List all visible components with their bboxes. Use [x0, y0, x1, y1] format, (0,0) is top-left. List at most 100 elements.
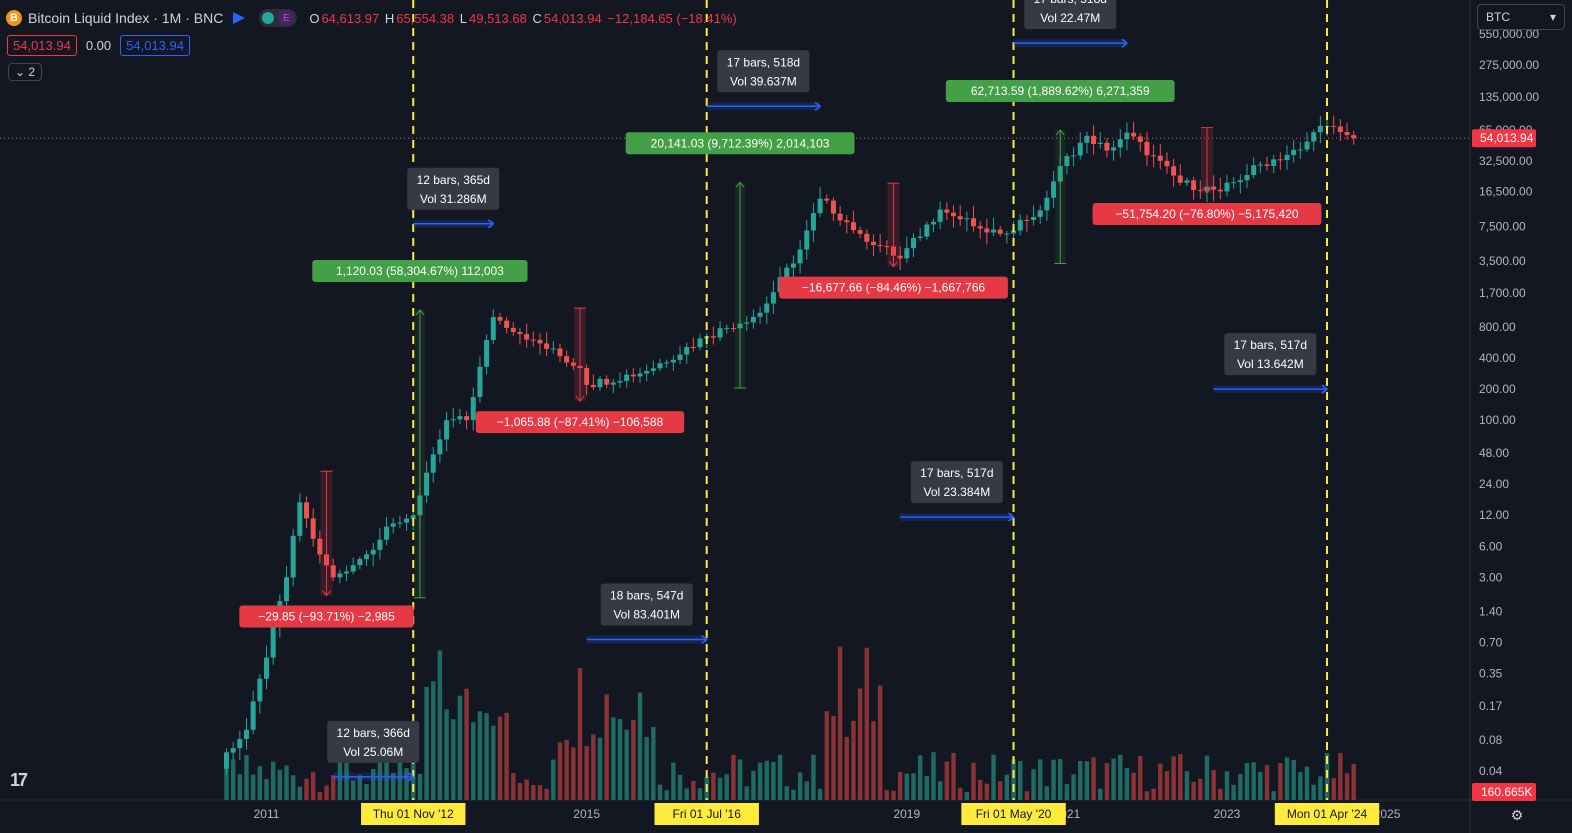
volume-bar — [737, 759, 743, 800]
volume-bar — [344, 763, 349, 800]
candle-body — [270, 626, 276, 658]
volume-bar — [724, 774, 729, 800]
volume-bar — [877, 685, 883, 800]
candle-body — [564, 356, 570, 363]
candle-body — [310, 518, 316, 539]
volume-bar — [1118, 754, 1123, 800]
volume-bar — [697, 788, 703, 800]
candle-body — [910, 237, 916, 249]
candle-body — [1231, 182, 1237, 184]
volume-bar — [1051, 759, 1056, 800]
candle-body — [1251, 165, 1257, 176]
candle-body — [444, 420, 450, 440]
candle-body — [1097, 142, 1103, 145]
volume-bar — [1224, 771, 1230, 800]
candle-body — [1264, 164, 1270, 166]
sell-price-button[interactable]: 54,013.94 — [7, 35, 77, 56]
marker-date-tag: Fri 01 May '20 — [976, 807, 1052, 821]
volume-bar — [1238, 773, 1243, 800]
flag-icon[interactable] — [233, 12, 246, 24]
candle-body — [397, 522, 403, 524]
candle-body — [1297, 149, 1303, 151]
volume-bar — [431, 681, 436, 800]
candle-body — [1137, 136, 1143, 142]
volume-bar — [1044, 786, 1050, 800]
indicators-collapse-button[interactable]: ⌄ 2 — [8, 63, 43, 81]
candle-body — [797, 249, 803, 264]
volume-bar — [1258, 771, 1263, 800]
measure-down-arrowhead — [575, 395, 585, 402]
buy-price-button[interactable]: 54,013.94 — [120, 35, 190, 56]
volume-bar — [937, 781, 943, 800]
candle-body — [264, 657, 269, 679]
volume-bar — [357, 775, 363, 800]
candle-body — [257, 678, 263, 702]
marker-date-tag-bg — [361, 803, 466, 825]
candle-body — [470, 397, 476, 421]
time-axis-tick: 2019 — [893, 807, 920, 821]
date-range-arrowhead — [1321, 384, 1329, 394]
tradingview-logo-icon[interactable]: 17 — [10, 770, 28, 790]
candle-body — [817, 198, 823, 214]
candle-body — [850, 222, 856, 231]
candle-body — [524, 334, 530, 340]
candle-body — [1024, 219, 1030, 221]
candle-body — [530, 339, 536, 341]
volume-bar — [310, 772, 316, 800]
volume-bar — [1171, 756, 1176, 800]
measure-down-label: −29.85 (−93.71%) −2,985 — [258, 610, 395, 624]
time-axis: 20112015201920212023202517Thu 01 Nov '12… — [254, 803, 1401, 825]
volume-bar — [771, 761, 776, 800]
date-range-label: 17 bars, 518d — [1034, 0, 1107, 6]
candle-body — [590, 384, 596, 388]
symbol-title[interactable]: Bitcoin Liquid Index · 1M · BNC — [28, 10, 224, 26]
annotations[interactable]: 1,120.03 (58,304.67%) 112,003 20,141.03 (… — [239, 0, 1329, 782]
volume-bar — [1344, 773, 1350, 800]
candle-body — [757, 312, 763, 317]
candle-body — [1331, 125, 1337, 127]
candle-body — [357, 559, 363, 566]
volume-bar — [524, 779, 529, 800]
volume-bar — [1138, 755, 1143, 800]
price-axis-tick: 200.00 — [1479, 382, 1516, 396]
candle-body — [877, 245, 883, 247]
volume-bar — [797, 772, 803, 800]
candle-body — [810, 213, 816, 231]
price-axis-tick: 0.08 — [1479, 733, 1503, 747]
gear-icon[interactable]: ⚙ — [1510, 806, 1524, 823]
volume-bar — [1124, 767, 1130, 800]
date-range-label: 12 bars, 365d — [417, 173, 490, 187]
volume-bar — [1338, 753, 1343, 800]
price-axis-tick: 550,000.00 — [1479, 27, 1539, 41]
volume-bar — [491, 725, 496, 800]
volume-bar — [1158, 763, 1163, 800]
candle-body — [750, 316, 756, 323]
volume-bar — [1178, 754, 1183, 800]
chevron-down-icon: ⌄ — [15, 65, 26, 79]
candle-body — [504, 320, 510, 328]
candle-body — [951, 212, 957, 217]
volume-bar — [444, 709, 449, 800]
currency-select[interactable]: BTC ▾ — [1477, 4, 1565, 30]
marker-date-tag: Fri 01 Jul '16 — [673, 807, 742, 821]
candle-body — [804, 230, 810, 250]
volume-bar — [277, 769, 283, 800]
volume-bar — [1264, 765, 1270, 800]
candle-body — [370, 549, 376, 555]
candle-body — [237, 739, 243, 749]
candle-body — [1064, 155, 1070, 167]
date-range-arrowhead — [1008, 512, 1015, 522]
candle-body — [550, 348, 556, 350]
candle-body — [870, 241, 876, 246]
date-range-label-bg — [1224, 333, 1317, 376]
candle-body — [1164, 160, 1170, 167]
market-status-pill[interactable]: E — [259, 9, 298, 27]
volume-bar — [891, 790, 896, 800]
candle-body — [844, 220, 850, 223]
volume-bar — [464, 688, 469, 800]
spread-value: 0.00 — [85, 38, 112, 53]
measure-down-arrowhead — [1202, 187, 1212, 194]
candle-body — [904, 248, 910, 259]
candle-body — [657, 363, 663, 369]
